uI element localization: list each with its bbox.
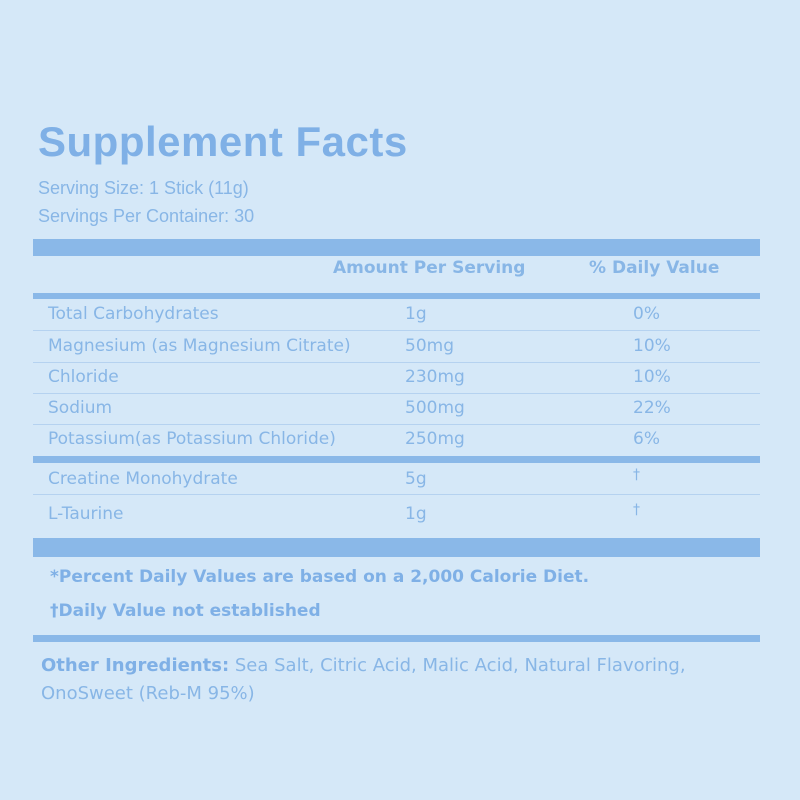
nutrient-amount: 250mg bbox=[405, 429, 465, 449]
daily-value-header: % Daily Value bbox=[589, 258, 720, 278]
ingredient-daily-value: † bbox=[633, 502, 640, 518]
nutrient-name: Sodium bbox=[48, 398, 113, 418]
table-row: Potassium(as Potassium Chloride) 250mg 6… bbox=[33, 424, 760, 455]
panel-title: Supplement Facts bbox=[38, 118, 408, 165]
table-row: L-Taurine 1g † bbox=[33, 499, 760, 530]
table-row: Sodium 500mg 22% bbox=[33, 393, 760, 424]
table-row: Total Carbohydrates 1g 0% bbox=[33, 299, 760, 330]
row-divider bbox=[33, 494, 760, 495]
ingredient-name: L-Taurine bbox=[48, 504, 124, 524]
nutrient-name: Chloride bbox=[48, 367, 119, 387]
percent-daily-value-footnote: *Percent Daily Values are based on a 2,0… bbox=[50, 567, 590, 587]
nutrient-amount: 1g bbox=[405, 304, 427, 324]
nutrient-daily-value: 6% bbox=[633, 429, 660, 449]
bottom-thick-bar bbox=[33, 538, 760, 557]
nutrient-daily-value: 10% bbox=[633, 336, 671, 356]
nutrient-amount: 230mg bbox=[405, 367, 465, 387]
daily-value-not-established-footnote: †Daily Value not established bbox=[50, 601, 321, 621]
ingredient-name: Creatine Monohydrate bbox=[48, 469, 238, 489]
header-divider-bar bbox=[33, 293, 760, 299]
row-divider bbox=[33, 393, 760, 394]
other-ingredients-label: Other Ingredients: bbox=[41, 655, 230, 676]
row-divider bbox=[33, 330, 760, 331]
serving-size: Serving Size: 1 Stick (11g) bbox=[38, 178, 249, 198]
ingredient-amount: 5g bbox=[405, 469, 427, 489]
nutrient-daily-value: 0% bbox=[633, 304, 660, 324]
table-row: Chloride 230mg 10% bbox=[33, 362, 760, 393]
footer-divider-bar bbox=[33, 635, 760, 642]
row-divider bbox=[33, 424, 760, 425]
table-row: Magnesium (as Magnesium Citrate) 50mg 10… bbox=[33, 331, 760, 362]
nutrient-daily-value: 22% bbox=[633, 398, 671, 418]
nutrient-daily-value: 10% bbox=[633, 367, 671, 387]
section-divider-bar bbox=[33, 456, 760, 463]
nutrient-name: Magnesium (as Magnesium Citrate) bbox=[48, 336, 351, 356]
nutrient-amount: 50mg bbox=[405, 336, 454, 356]
nutrient-name: Total Carbohydrates bbox=[48, 304, 219, 324]
ingredient-amount: 1g bbox=[405, 504, 427, 524]
top-thick-bar bbox=[33, 239, 760, 256]
nutrient-name: Potassium(as Potassium Chloride) bbox=[48, 429, 336, 449]
nutrient-amount: 500mg bbox=[405, 398, 465, 418]
servings-per-container: Servings Per Container: 30 bbox=[38, 206, 255, 226]
other-ingredients: Other Ingredients: Sea Salt, Citric Acid… bbox=[41, 652, 761, 708]
amount-per-serving-header: Amount Per Serving bbox=[333, 258, 526, 278]
table-row: Creatine Monohydrate 5g † bbox=[33, 464, 760, 495]
other-ingredients-text: Sea Salt, Citric Acid, Malic Acid, Natur… bbox=[41, 655, 686, 704]
row-divider bbox=[33, 362, 760, 363]
ingredient-daily-value: † bbox=[633, 467, 640, 483]
